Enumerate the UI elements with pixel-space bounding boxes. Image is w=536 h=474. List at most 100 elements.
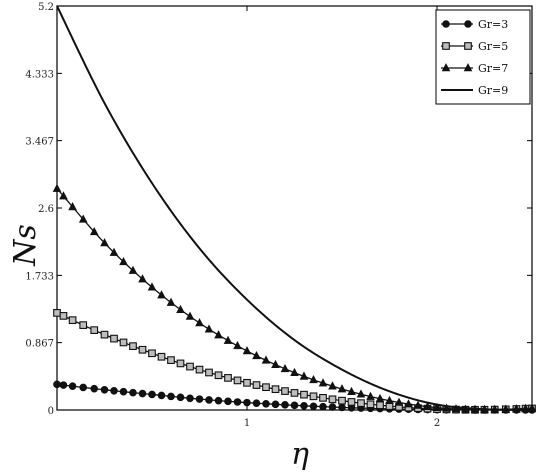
data-point-marker	[223, 335, 233, 344]
data-point-marker	[233, 376, 242, 385]
x-tick-label: 1	[244, 418, 250, 429]
data-point-marker	[204, 324, 214, 333]
data-point-marker	[252, 381, 261, 389]
data-point-marker	[300, 402, 308, 410]
data-point-marker	[59, 191, 68, 200]
data-point-marker	[252, 399, 261, 408]
series-2	[53, 309, 536, 414]
data-point-marker	[243, 378, 251, 387]
legend-box	[435, 9, 531, 105]
data-point-marker	[176, 304, 185, 313]
data-point-marker	[205, 396, 213, 404]
data-point-marker	[432, 402, 442, 411]
data-point-marker	[299, 371, 309, 380]
data-point-marker	[129, 342, 137, 350]
data-point-marker	[205, 368, 213, 377]
data-point-marker	[233, 398, 242, 406]
data-point-marker	[89, 227, 99, 236]
series-3	[52, 183, 536, 413]
legend-item: Gr=3	[441, 18, 508, 31]
data-point-marker	[68, 202, 77, 211]
data-point-marker	[79, 321, 88, 329]
data-point-marker	[138, 274, 147, 283]
data-point-marker	[271, 359, 280, 368]
data-point-marker	[224, 397, 232, 406]
data-point-marker	[214, 371, 223, 380]
data-point-marker	[290, 401, 299, 410]
data-point-marker	[147, 282, 157, 291]
data-point-marker	[252, 350, 261, 360]
data-point-marker	[337, 384, 347, 393]
data-point-marker	[53, 380, 61, 389]
data-point-marker	[442, 403, 451, 412]
y-tick-label: 3.467	[25, 137, 54, 148]
data-point-marker	[423, 401, 432, 410]
data-point-marker	[185, 311, 195, 320]
data-point-marker	[148, 349, 156, 358]
legend-marker	[464, 20, 472, 28]
data-point-marker	[138, 389, 147, 398]
legend-marker	[463, 63, 473, 72]
data-point-marker	[328, 381, 337, 390]
data-point-marker	[309, 402, 318, 411]
legend-label: Gr=5	[478, 40, 508, 53]
y-axis-ticks: 0 0.867 1.733 2.6 3.467 4.333 5.2	[25, 2, 532, 417]
data-point-marker	[366, 391, 375, 400]
data-point-marker	[119, 256, 128, 266]
data-point-marker	[394, 397, 404, 406]
data-point-marker	[281, 401, 289, 409]
data-point-marker	[138, 345, 147, 354]
data-point-marker	[271, 385, 280, 394]
data-point-marker	[52, 183, 62, 192]
data-point-marker	[224, 374, 232, 382]
data-point-marker	[110, 334, 118, 343]
legend-item: Gr=5	[441, 40, 508, 53]
data-point-marker	[214, 330, 223, 339]
series-4	[56, 5, 533, 411]
legend-marker	[464, 42, 472, 50]
data-point-marker	[404, 399, 413, 408]
data-point-marker	[109, 247, 119, 256]
legend-item: Gr=7	[441, 62, 508, 75]
data-point-marker	[68, 316, 77, 325]
data-point-marker	[261, 355, 271, 364]
data-point-marker	[110, 386, 118, 395]
y-tick-label: 1.733	[25, 271, 54, 282]
data-point-marker	[328, 395, 337, 404]
data-point-marker	[157, 352, 166, 361]
data-point-marker	[242, 346, 252, 355]
y-tick-label: 4.333	[25, 69, 54, 80]
x-axis-label: η	[291, 437, 309, 472]
data-point-marker	[290, 367, 299, 377]
data-point-marker	[347, 398, 356, 406]
data-point-marker	[309, 392, 318, 401]
y-tick-label: 5.2	[38, 2, 54, 13]
data-point-marker	[100, 330, 109, 339]
data-point-marker	[148, 390, 156, 399]
data-point-marker	[59, 312, 68, 320]
legend: Gr=3 Gr=5 Gr=7 Gr=9	[435, 9, 531, 105]
data-point-marker	[128, 265, 138, 274]
legend-marker	[442, 42, 450, 50]
data-point-marker	[347, 386, 356, 396]
data-point-marker	[328, 403, 337, 411]
series-line	[56, 188, 533, 411]
data-point-marker	[90, 326, 99, 334]
x-tick-label: 2	[434, 418, 440, 429]
data-point-marker	[319, 402, 327, 411]
data-point-marker	[195, 318, 204, 327]
data-point-marker	[129, 388, 137, 397]
data-point-marker	[119, 338, 128, 347]
data-point-marker	[243, 398, 251, 407]
legend-label: Gr=3	[478, 18, 508, 31]
legend-item: Gr=9	[441, 84, 508, 97]
data-point-marker	[59, 381, 68, 389]
data-point-marker	[195, 365, 204, 374]
data-point-marker	[290, 389, 299, 397]
data-point-marker	[319, 393, 327, 402]
data-point-marker	[375, 393, 385, 403]
data-point-marker	[68, 382, 77, 390]
data-point-marker	[281, 387, 289, 395]
data-point-marker	[186, 394, 194, 403]
